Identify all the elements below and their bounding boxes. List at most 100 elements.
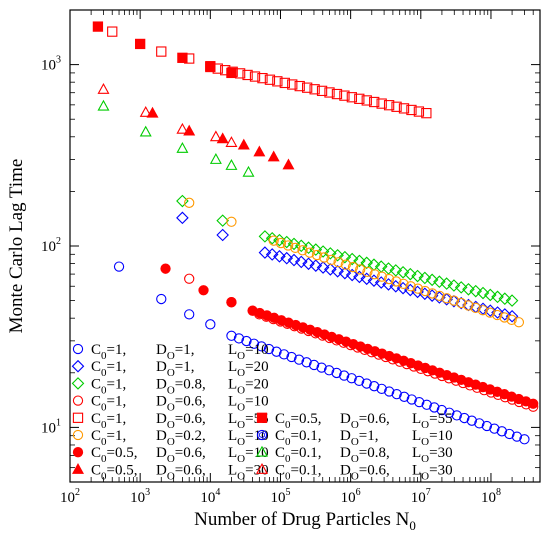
data-point	[316, 261, 330, 274]
data-point	[226, 297, 237, 308]
legend-entry-11: C0=0.1, DO=0.6, LO=30	[256, 462, 453, 482]
series-2	[176, 194, 519, 307]
data-point	[113, 261, 125, 272]
data-point	[498, 292, 512, 306]
data-point	[513, 317, 525, 328]
data-point	[491, 290, 504, 304]
data-point	[496, 426, 508, 437]
series-4	[107, 26, 432, 119]
data-point	[434, 290, 445, 301]
x-tick-label: 107	[411, 487, 431, 506]
data-point	[308, 359, 320, 371]
data-point	[413, 106, 425, 117]
data-point	[384, 386, 395, 397]
data-point	[369, 269, 380, 280]
data-point	[177, 52, 188, 63]
legend-label: C0=1, DO=1, LO=10	[91, 342, 269, 362]
data-point	[311, 249, 323, 261]
data-point	[184, 309, 195, 320]
series-8	[92, 21, 237, 79]
data-point	[462, 282, 475, 296]
legend-entry-8: C0=0.5, DO=0.6, LO=55	[256, 411, 453, 431]
legend-label: C0=0.1, DO=0.6, LO=30	[275, 462, 453, 482]
data-point	[451, 410, 462, 421]
data-point	[71, 377, 85, 390]
data-point	[242, 69, 253, 81]
data-point	[209, 130, 222, 142]
data-point-inner	[259, 431, 265, 439]
legend-entry-10: C0=0.1, DO=0.8, LO=30	[256, 445, 453, 465]
data-point	[427, 288, 438, 299]
data-point	[279, 77, 290, 89]
data-point	[92, 21, 104, 32]
data-point	[454, 281, 468, 294]
data-point	[216, 228, 229, 242]
data-point	[360, 256, 373, 270]
data-point	[156, 46, 167, 57]
data-point	[444, 407, 455, 418]
data-point	[421, 107, 432, 119]
data-point	[339, 90, 350, 101]
legend-entry-1: C0=1, DO=1, LO=20	[71, 359, 269, 379]
data-point	[511, 431, 523, 442]
data-point	[209, 153, 222, 164]
data-point	[324, 263, 337, 276]
data-point	[258, 230, 272, 243]
data-point	[499, 312, 510, 323]
data-point	[331, 248, 344, 262]
data-point	[376, 271, 388, 282]
data-point	[176, 142, 189, 153]
legend-label: C0=0.5, DO=0.6, LO=30	[91, 462, 269, 482]
data-point	[226, 216, 237, 227]
data-point	[286, 351, 297, 363]
data-point	[440, 277, 453, 290]
legend-entry-0: C0=1, DO=1, LO=10	[72, 342, 269, 362]
data-point	[107, 26, 118, 37]
data-point	[391, 101, 402, 112]
data-point	[309, 84, 320, 95]
data-point	[398, 278, 409, 289]
series-11	[97, 82, 238, 147]
data-point	[369, 96, 380, 108]
data-point	[316, 245, 330, 258]
series-7	[146, 106, 295, 170]
data-point	[414, 396, 425, 408]
x-tick-label: 105	[270, 487, 290, 506]
data-point	[294, 255, 308, 269]
data-point	[421, 399, 432, 410]
data-point	[474, 418, 485, 429]
data-point	[316, 85, 328, 97]
data-point	[383, 100, 395, 111]
data-point	[271, 346, 282, 357]
data-point	[198, 285, 209, 296]
data-point	[280, 251, 294, 265]
data-point	[406, 104, 417, 116]
data-point	[412, 283, 424, 294]
y-tick-label: 101	[41, 417, 61, 436]
data-point	[476, 286, 490, 300]
data-point	[338, 250, 352, 264]
x-tick-label: 104	[200, 487, 220, 506]
data-point	[418, 271, 432, 285]
data-point	[176, 211, 189, 225]
data-point	[265, 248, 279, 261]
data-point	[258, 246, 272, 259]
data-point	[301, 357, 312, 368]
legend-label: C0=1, DO=1, LO=20	[91, 359, 269, 379]
x-tick-label: 102	[60, 487, 80, 506]
data-point	[429, 402, 440, 413]
data-point	[309, 243, 323, 256]
data-point	[249, 71, 261, 82]
data-point	[376, 98, 387, 109]
data-point	[324, 247, 337, 260]
data-point	[481, 420, 493, 432]
data-point	[469, 284, 483, 298]
series-0	[113, 261, 530, 445]
plot-frame	[69, 9, 541, 483]
data-point	[72, 447, 84, 458]
data-point	[528, 398, 539, 409]
data-point	[256, 341, 267, 352]
data-point	[441, 293, 452, 304]
data-point	[225, 159, 238, 170]
